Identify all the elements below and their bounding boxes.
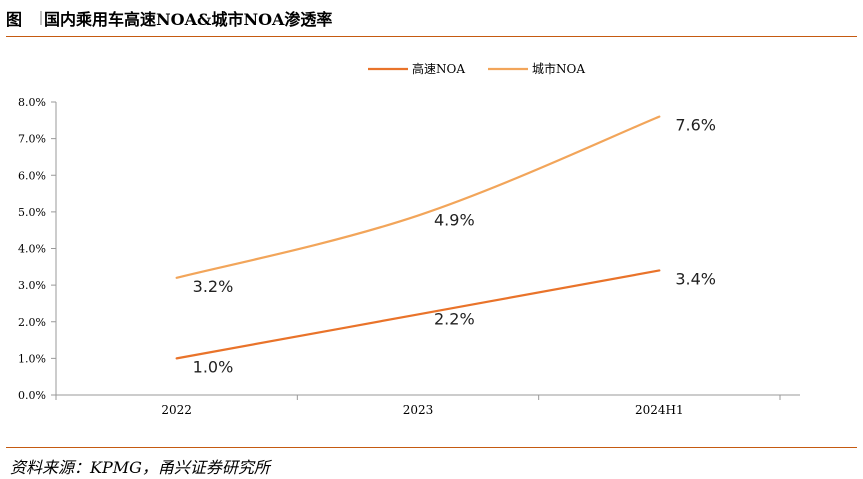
y-tick-label: 2.0% <box>18 316 46 329</box>
figure-title: 国内乘用车高速NOA&城市NOA渗透率 <box>44 10 333 29</box>
y-tick-label: 4.0% <box>18 243 46 256</box>
y-tick-label: 5.0% <box>18 206 46 219</box>
x-tick-label: 2024H1 <box>635 403 684 417</box>
legend-label: 城市NOA <box>532 61 585 76</box>
data-label: 7.6% <box>675 116 716 135</box>
y-tick-label: 7.0% <box>18 133 46 146</box>
data-label: 4.9% <box>434 211 475 230</box>
x-tick-label: 2023 <box>403 403 434 417</box>
y-tick-label: 8.0% <box>18 96 46 109</box>
source-note: 资料来源：KPMG，甬兴证券研究所 <box>10 458 270 477</box>
figure-header: 图 国内乘用车高速NOA&城市NOA渗透率 <box>6 4 332 32</box>
data-label: 3.4% <box>675 269 716 288</box>
series-line-city-noa <box>175 115 661 279</box>
header-rule <box>6 36 857 37</box>
data-label: 3.2% <box>193 277 234 296</box>
data-label: 1.0% <box>193 357 234 376</box>
series-line-highway-noa <box>175 269 661 360</box>
y-tick-label: 3.0% <box>18 279 46 292</box>
data-label: 2.2% <box>434 309 475 328</box>
figure-prefix: 图 <box>6 10 23 29</box>
y-tick-label: 0.0% <box>18 389 46 402</box>
y-tick-label: 1.0% <box>18 352 46 365</box>
header-marker <box>40 11 43 25</box>
x-tick-label: 2022 <box>161 403 192 417</box>
y-tick-label: 6.0% <box>18 169 46 182</box>
legend-label: 高速NOA <box>412 61 465 76</box>
footer-rule <box>6 447 857 448</box>
